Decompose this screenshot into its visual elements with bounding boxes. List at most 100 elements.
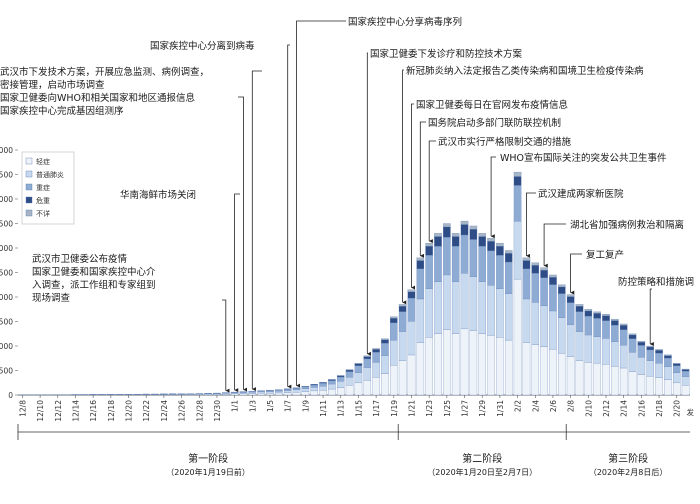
bar-segment: [549, 275, 556, 277]
bar-segment: [629, 352, 636, 372]
bar-segment: [372, 348, 379, 349]
bar-segment: [417, 258, 424, 261]
bar-segment: [532, 265, 539, 273]
bar-segment: [558, 318, 565, 353]
x-tick-label: 1/19: [390, 400, 399, 417]
legend-swatch: [26, 171, 32, 177]
bar-segment: [532, 273, 539, 302]
bar-segment: [496, 337, 503, 395]
bar-segment: [355, 383, 362, 395]
phase-sub-label: （2020年1月20日至2月7日）: [427, 467, 537, 477]
bar-segment: [638, 345, 645, 357]
bar-segment: [585, 316, 592, 335]
bar-segment: [240, 393, 247, 394]
phase-sub-label: （2020年1月19日前）: [166, 467, 250, 477]
annotation-text: 国家卫健委每日在官网发布疫情信息: [416, 99, 568, 111]
bar-segment: [549, 277, 556, 284]
legend-swatch: [26, 184, 32, 190]
bar-segment: [576, 361, 583, 395]
bar-segment: [452, 233, 459, 236]
bar-segment: [647, 361, 654, 377]
bar-segment: [426, 289, 433, 338]
bar-segment: [426, 246, 433, 255]
bar-segment: [355, 366, 362, 373]
x-tick-label: 12/28: [195, 400, 204, 422]
bar-segment: [514, 177, 521, 186]
bar-segment: [611, 319, 618, 321]
bar-segment: [620, 324, 627, 325]
bar-segment: [505, 294, 512, 340]
bar-segment: [470, 226, 477, 229]
x-tick-label: 1/7: [284, 400, 293, 412]
bar-segment: [293, 390, 300, 392]
x-tick-label: 12/18: [107, 400, 116, 422]
bar-segment: [293, 388, 300, 390]
bar-segment: [461, 225, 468, 235]
bar-segment: [682, 369, 689, 370]
bar-segment: [284, 393, 291, 395]
x-tick-label: 12/10: [36, 400, 45, 422]
bar-segment: [523, 299, 530, 343]
bar-segment: [390, 323, 397, 340]
bar-segment: [620, 325, 627, 329]
x-tick-label: 2/14: [620, 400, 629, 417]
annotation-arrow: [288, 45, 290, 387]
bar-segment: [638, 375, 645, 395]
bar-segment: [355, 364, 362, 366]
x-tick-label: 2/16: [637, 400, 646, 417]
bar-segment: [426, 243, 433, 246]
bar-segment: [249, 394, 256, 395]
bar-segment: [381, 340, 388, 343]
bar-segment: [594, 318, 601, 336]
bar-segment: [664, 380, 671, 395]
bar-segment: [567, 303, 574, 325]
bar-segment: [540, 268, 547, 271]
bar-segment: [258, 392, 265, 393]
bar-segment: [337, 381, 344, 387]
bar-segment: [629, 335, 636, 339]
bar-segment: [682, 385, 689, 395]
bar-segment: [611, 366, 618, 395]
x-tick-label: 2/12: [602, 400, 611, 417]
bar-segment: [647, 350, 654, 361]
bar-segment: [673, 366, 680, 373]
bar-segment: [514, 279, 521, 395]
annotation-text: 入调查，派工作组和专家组到: [32, 279, 156, 291]
bar-segment: [284, 391, 291, 393]
bar-segment: [576, 332, 583, 361]
bar-segment: [231, 393, 238, 394]
bar-segment: [461, 221, 468, 224]
bar-segment: [328, 380, 335, 381]
bar-segment: [434, 233, 441, 236]
bar-segment: [452, 282, 459, 334]
bar-segment: [487, 285, 494, 335]
phase-sub-label: （2020年2月8日后）: [589, 467, 668, 477]
bar-segment: [372, 352, 379, 362]
y-tick-label: 3000: [0, 244, 13, 253]
x-tick-label: 12/14: [71, 400, 80, 422]
bar-segment: [390, 317, 397, 319]
bar-segment: [222, 394, 229, 395]
x-tick-label: 12/20: [125, 400, 134, 422]
annotation-arrow: [238, 97, 244, 390]
bar-segment: [443, 330, 450, 395]
bar-segment: [585, 362, 592, 395]
bar-segment: [461, 329, 468, 395]
annotation-text: 国务院启动多部门联防联控机制: [428, 117, 561, 129]
annotation-arrow: [235, 194, 240, 390]
bar-segment: [302, 387, 309, 389]
bar-segment: [655, 378, 662, 395]
bar-segment: [381, 374, 388, 395]
bar-segment: [479, 334, 486, 395]
annotation-arrow: [491, 157, 496, 236]
annotation-text: 国家卫健委向WHO和相关国家和地区通报信息: [0, 92, 195, 104]
bar-segment: [576, 304, 583, 306]
bar-segment: [540, 306, 547, 347]
bar-segment: [399, 332, 406, 361]
bar-segment: [487, 238, 494, 241]
x-tick-label: 1/25: [443, 400, 452, 417]
annotation-arrow: [429, 141, 436, 241]
bar-segment: [284, 389, 291, 390]
annotation-text: 新冠肺炎纳入法定报告乙类传染病和国境卫生检疫传染病: [406, 65, 644, 77]
bar-segment: [514, 221, 521, 279]
